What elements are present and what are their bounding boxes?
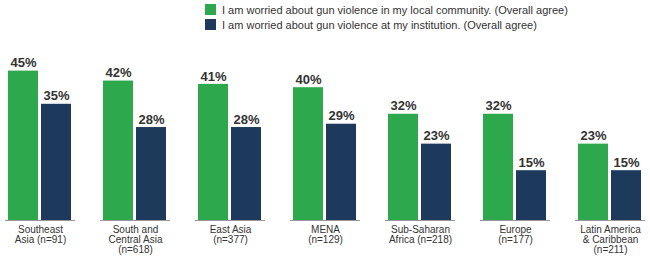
svg-text:28%: 28% <box>233 112 259 127</box>
svg-text:29%: 29% <box>328 108 354 123</box>
svg-text:28%: 28% <box>138 112 164 127</box>
svg-text:Latin America& Caribbean(n=211: Latin America& Caribbean(n=211) <box>580 224 641 255</box>
svg-text:SoutheastAsia (n=91): SoutheastAsia (n=91) <box>15 224 66 245</box>
svg-text:35%: 35% <box>43 88 69 103</box>
svg-text:32%: 32% <box>390 98 416 113</box>
svg-text:45%: 45% <box>10 55 36 70</box>
svg-text:East Asia(n=377): East Asia(n=377) <box>210 224 252 245</box>
svg-text:Sub-SaharanAfrica (n=218): Sub-SaharanAfrica (n=218) <box>389 224 452 245</box>
svg-text:South andCentral Asia(n=618): South andCentral Asia(n=618) <box>109 224 163 255</box>
html-text:I am worried about gun violenc: I am worried about gun violence in my lo… <box>222 3 568 16</box>
svg-text:Europe(n=177): Europe(n=177) <box>498 224 533 245</box>
svg-text:23%: 23% <box>580 128 606 143</box>
svg-text:42%: 42% <box>105 65 131 80</box>
svg-text:41%: 41% <box>200 69 226 84</box>
svg-text:23%: 23% <box>423 128 449 143</box>
html-text:I am worried about gun violenc: I am worried about gun violence at my in… <box>222 18 537 31</box>
svg-text:15%: 15% <box>518 155 544 170</box>
svg-text:MENA(n=129): MENA(n=129) <box>308 224 343 245</box>
svg-text:40%: 40% <box>295 72 321 87</box>
svg-text:32%: 32% <box>485 98 511 113</box>
svg-text:15%: 15% <box>613 155 639 170</box>
